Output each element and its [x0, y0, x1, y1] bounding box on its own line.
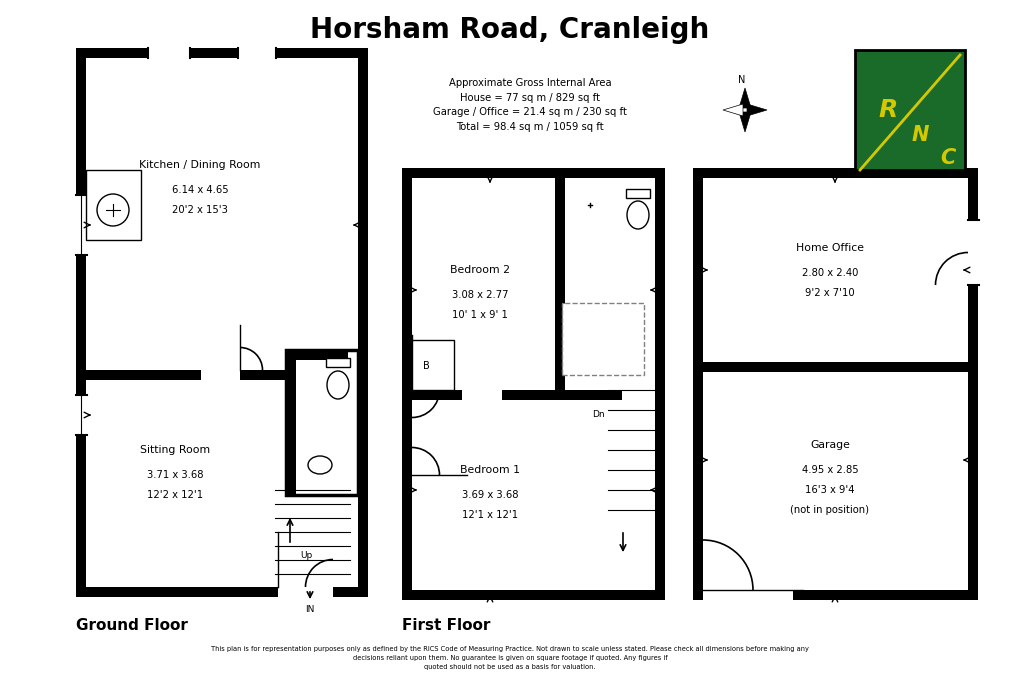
Bar [654, 168, 664, 600]
Text: (not in position): (not in position) [790, 505, 868, 515]
Bar [86, 370, 201, 380]
Text: R: R [877, 98, 897, 122]
Bar [692, 168, 977, 178]
Bar [412, 340, 453, 390]
Text: 20'2 x 15'3: 20'2 x 15'3 [172, 205, 227, 215]
Polygon shape [722, 104, 742, 116]
Bar [692, 590, 977, 600]
Bar [239, 370, 284, 380]
Text: 12'1 x 12'1: 12'1 x 12'1 [462, 510, 518, 520]
Text: Garage: Garage [809, 440, 849, 450]
Ellipse shape [627, 201, 648, 229]
Text: 4.95 x 2.85: 4.95 x 2.85 [801, 465, 857, 475]
Text: This plan is for representation purposes only as defined by the RICS Code of Mea: This plan is for representation purposes… [211, 646, 808, 670]
Bar [358, 48, 368, 597]
Text: Kitchen / Dining Room: Kitchen / Dining Room [140, 160, 261, 170]
Text: Bedroom 2: Bedroom 2 [449, 265, 510, 275]
Bar [76, 48, 368, 597]
Text: 16'3 x 9'4: 16'3 x 9'4 [804, 485, 854, 495]
Bar [854, 50, 964, 170]
Bar [86, 170, 141, 240]
Text: C: C [940, 148, 955, 168]
Bar [412, 390, 462, 400]
Polygon shape [739, 112, 750, 132]
Polygon shape [746, 104, 766, 116]
Text: 2.80 x 2.40: 2.80 x 2.40 [801, 268, 857, 278]
Text: 3.08 x 2.77: 3.08 x 2.77 [451, 290, 507, 300]
Text: B: B [422, 361, 429, 371]
Bar [967, 168, 977, 600]
Bar [401, 168, 412, 600]
Text: Dn: Dn [592, 411, 604, 420]
Bar [278, 586, 332, 597]
Text: 3.71 x 3.68: 3.71 x 3.68 [147, 470, 203, 480]
Text: 3.69 x 3.68: 3.69 x 3.68 [462, 490, 518, 500]
Ellipse shape [327, 371, 348, 399]
Bar [237, 47, 276, 58]
Bar [561, 303, 643, 375]
Bar [285, 350, 358, 495]
Text: Home Office: Home Office [795, 243, 863, 253]
Bar [554, 168, 654, 178]
Bar [401, 168, 664, 600]
Text: N: N [738, 75, 745, 85]
Bar [76, 48, 86, 597]
Text: First Floor: First Floor [401, 617, 490, 632]
Text: 6.14 x 4.65: 6.14 x 4.65 [171, 185, 228, 195]
Bar [76, 587, 368, 597]
Bar [285, 350, 296, 495]
Bar [554, 168, 654, 390]
Polygon shape [739, 88, 750, 108]
Text: 12'2 x 12'1: 12'2 x 12'1 [147, 490, 203, 500]
Bar [76, 395, 87, 435]
Circle shape [97, 194, 128, 226]
Text: N: N [910, 125, 928, 145]
Text: 9'2 x 7'10: 9'2 x 7'10 [804, 288, 854, 298]
Bar [501, 390, 622, 400]
Text: Approximate Gross Internal Area
House = 77 sq m / 829 sq ft
Garage / Office = 21: Approximate Gross Internal Area House = … [433, 78, 627, 132]
Text: 10' 1 x 9' 1: 10' 1 x 9' 1 [451, 310, 507, 320]
Bar [401, 590, 664, 600]
Bar [76, 48, 368, 58]
Bar [692, 168, 702, 600]
Bar [702, 362, 967, 372]
Text: IN: IN [305, 605, 315, 614]
Text: Up: Up [300, 551, 312, 560]
Bar [967, 220, 978, 285]
Text: Ground Floor: Ground Floor [76, 617, 187, 632]
Bar [626, 189, 649, 198]
Text: Sitting Room: Sitting Room [140, 445, 210, 455]
Bar [285, 350, 347, 360]
Bar [148, 47, 190, 58]
Bar [702, 589, 792, 600]
Bar [401, 168, 664, 178]
Ellipse shape [308, 456, 331, 474]
Bar [692, 168, 977, 600]
Bar [76, 195, 87, 255]
Bar [554, 168, 565, 390]
Bar [326, 358, 350, 367]
Text: Horsham Road, Cranleigh: Horsham Road, Cranleigh [310, 16, 709, 44]
Text: Bedroom 1: Bedroom 1 [460, 465, 520, 475]
